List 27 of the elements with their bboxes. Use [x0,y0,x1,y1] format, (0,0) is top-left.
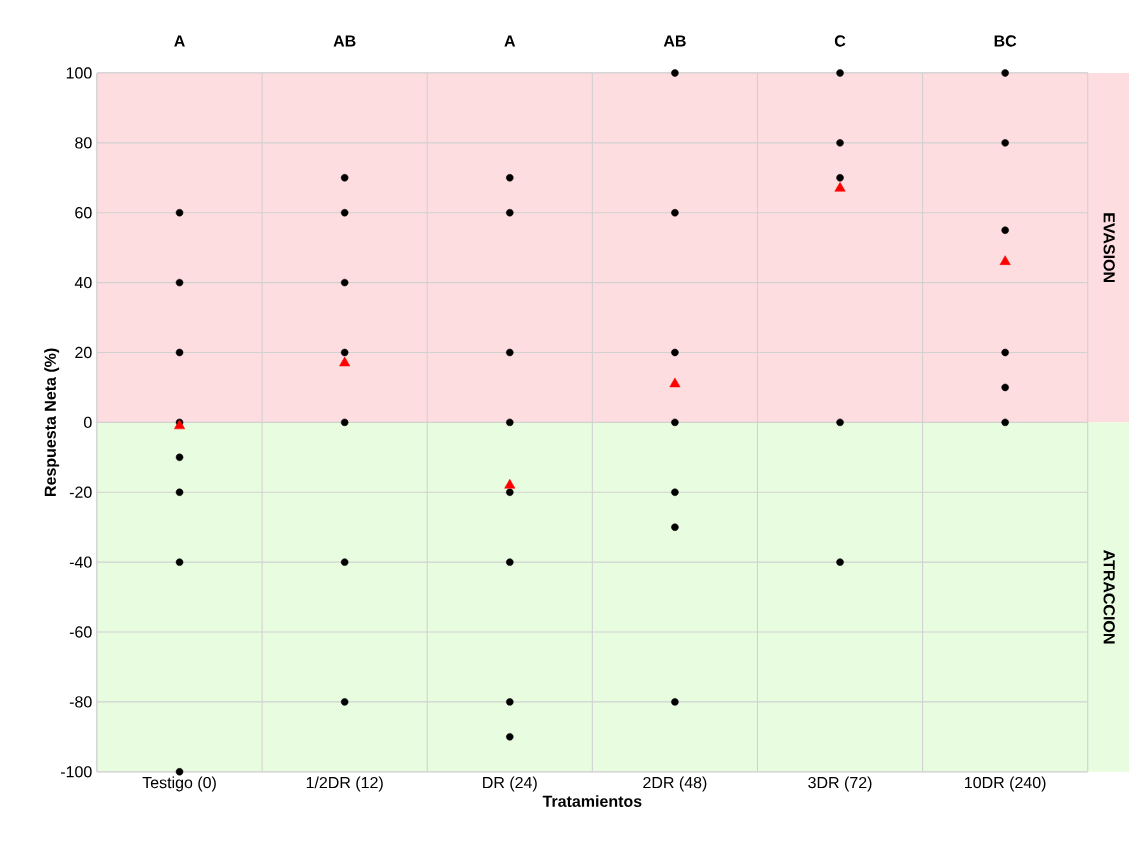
x-tick-label: 10DR (240) [965,776,1046,792]
text: AB [333,35,356,47]
text: A [174,35,185,47]
y-tick-label: 20 [75,346,92,359]
x-axis-title: Tratamientos [542,795,642,808]
y-tick-label: -20 [69,486,92,499]
y-tick-label: 0 [84,416,92,429]
text: AB [663,35,686,47]
y-tick-label: 80 [75,137,92,149]
y-tick-label: 100 [66,67,92,79]
text: A [504,35,516,47]
x-tick-label: 1/2DR (12) [306,776,383,792]
x-tick-label: 2DR (48) [643,776,707,792]
y-tick-label: 40 [74,277,92,289]
band-label: ATRACCION [1103,550,1115,644]
y-axis-title: Respuesta Neta (%) [44,348,60,497]
text: BC [994,35,1017,47]
x-tick-label: 3DR (72) [808,776,872,792]
x-tick-label: DR (24) [483,776,537,792]
y-tick-label: -80 [69,696,92,708]
y-tick-label: -100 [60,766,92,778]
y-tick-label: -40 [69,556,92,568]
y-tick-label: 60 [75,207,92,219]
text: C [834,35,846,47]
y-tick-label: -60 [69,626,92,638]
band-label: EVASION [1103,213,1115,283]
x-tick-label: Testigo (0) [142,776,216,792]
